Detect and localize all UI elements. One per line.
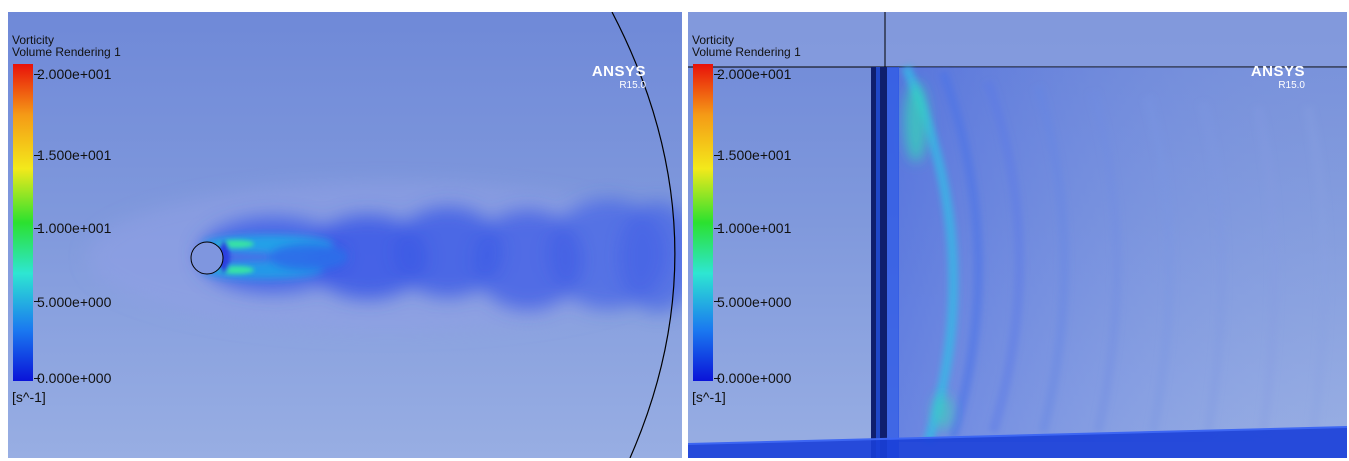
colorbar-tick — [34, 74, 40, 75]
colorbar-label: 5.000e+000 — [717, 294, 792, 310]
ansys-logo: ANSYS — [591, 63, 646, 80]
colorbar-label: 1.500e+001 — [37, 147, 112, 163]
legend-title: Vorticity — [12, 33, 55, 47]
legend-title: Vorticity — [692, 33, 735, 47]
bottom-wall-edge — [688, 426, 1347, 445]
shear-layers — [203, 235, 348, 279]
left-vorticity-render — [88, 12, 682, 458]
colorbar-label-max: 2.000e+001 — [717, 66, 792, 82]
vortex-wake — [198, 199, 682, 312]
colorbar-unit: [s^-1] — [12, 389, 46, 405]
cylinder-highlight — [876, 67, 880, 458]
leading-edge-glow — [904, 82, 953, 430]
right-vorticity-render — [688, 12, 1347, 458]
colorbar-label-max: 2.000e+001 — [37, 66, 112, 82]
colorbar-tick — [714, 378, 720, 379]
cylinder-outline — [190, 241, 224, 275]
colorbar — [693, 64, 713, 381]
colorbar-label: 1.000e+001 — [717, 220, 792, 236]
colorbar-tick — [34, 155, 40, 156]
version-label: R15.0 — [619, 80, 646, 91]
colorbar-tick — [34, 301, 40, 302]
colorbar-label-min: 0.000e+000 — [717, 370, 792, 386]
cylinder-near-field — [887, 67, 899, 458]
colorbar-tick — [714, 301, 720, 302]
colorbar-label: 1.500e+001 — [717, 147, 792, 163]
colorbar-tick — [714, 228, 720, 229]
legend-subtitle: Volume Rendering 1 — [12, 45, 121, 59]
colorbar-label: 1.000e+001 — [37, 220, 112, 236]
version-label: R15.0 — [1278, 80, 1305, 91]
colorbar-unit: [s^-1] — [692, 389, 726, 405]
domain-boundary-arc — [611, 12, 676, 458]
left-viewport[interactable]: Vorticity Volume Rendering 1 2.000e+001 … — [8, 12, 682, 458]
colorbar-tick — [34, 378, 40, 379]
colorbar-label: 5.000e+000 — [37, 294, 112, 310]
legend-subtitle: Volume Rendering 1 — [692, 45, 801, 59]
ansys-logo: ANSYS — [1250, 63, 1305, 80]
colorbar — [13, 64, 33, 381]
right-viewport[interactable]: Vorticity Volume Rendering 1 2.000e+001 … — [688, 12, 1347, 458]
colorbar-tick — [34, 228, 40, 229]
colorbar-tick — [714, 74, 720, 75]
colorbar-label-min: 0.000e+000 — [37, 370, 112, 386]
vortex-sheets — [901, 64, 1330, 444]
colorbar-tick — [714, 155, 720, 156]
bottom-wall — [688, 427, 1347, 458]
top-band — [688, 12, 1347, 67]
